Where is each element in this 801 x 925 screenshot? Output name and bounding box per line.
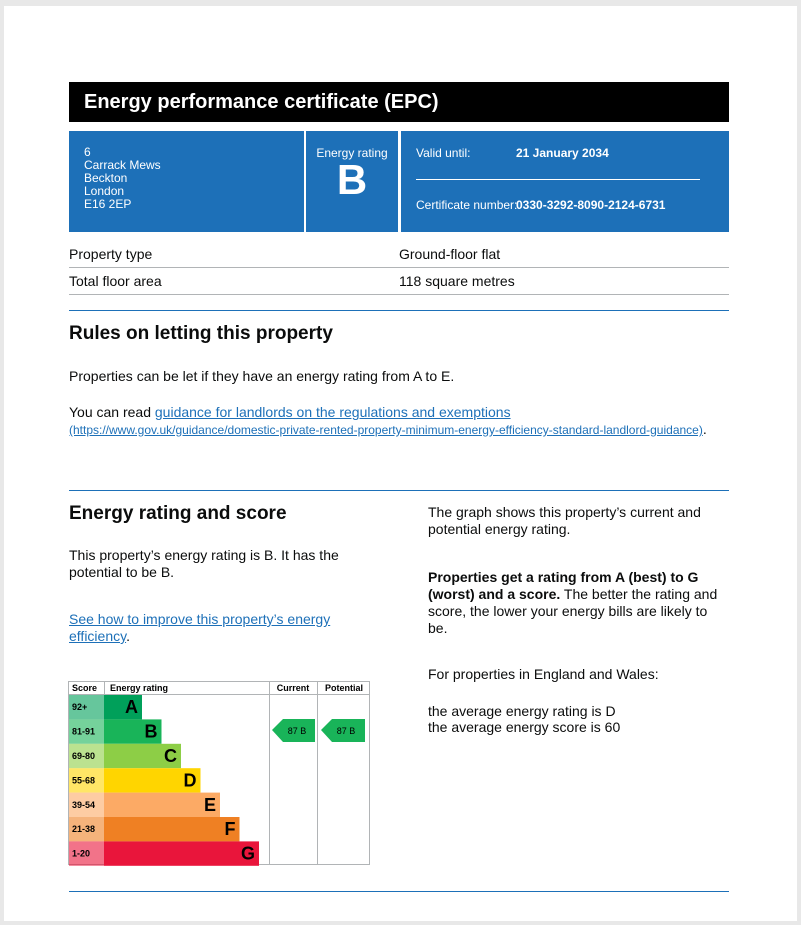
link-text[interactable]: guidance for landlords on the regulation…: [154, 404, 511, 420]
header: Score: [72, 683, 97, 693]
rule: [69, 490, 729, 491]
score-cell: [69, 695, 104, 720]
band-letter: E: [204, 795, 216, 815]
score-cell: [69, 817, 104, 842]
band-bar: [104, 719, 162, 744]
cell: Total floor area: [69, 273, 162, 289]
score-range: 92+: [72, 702, 87, 712]
score-range: 55-68: [72, 775, 95, 785]
band-bar: [104, 743, 181, 769]
score-cell: [69, 719, 104, 744]
cell: 118 square metres: [399, 273, 515, 289]
address-line: 6: [84, 145, 91, 159]
potential-arrow: [321, 719, 365, 742]
link-url[interactable]: (https://www.gov.uk/guidance/domestic-pr…: [69, 423, 703, 437]
rating-label: Energy rating: [316, 146, 388, 160]
title: Energy performance certificate (EPC): [69, 82, 729, 122]
paragraph: You can read guidance for landlords on t…: [69, 404, 729, 439]
heading: Rules on letting this property: [69, 323, 333, 344]
address-line: E16 2EP: [84, 197, 132, 211]
header: Current: [277, 683, 310, 693]
band-bar: [104, 695, 142, 720]
band-bar: [104, 792, 220, 817]
band-bar: [104, 768, 201, 793]
score-cell: [69, 743, 104, 769]
table-row: Property type Ground-floor flat: [69, 241, 729, 268]
paragraph: Properties get a rating from A (best) to…: [428, 569, 728, 637]
rating-box: Energy rating B: [306, 131, 398, 232]
band-bar: [104, 841, 259, 866]
paragraph: The graph shows this property’s current …: [428, 504, 701, 537]
current-label: 87 B: [288, 726, 307, 736]
cert-value: 0330-3292-8090-2124-6731: [516, 198, 666, 212]
heading: Energy rating and score: [69, 503, 287, 524]
address-line: Carrack Mews: [84, 158, 161, 172]
rule: [69, 310, 729, 311]
score-range: 69-80: [72, 751, 95, 761]
address: 6 Carrack Mews Beckton London E16 2EP: [69, 131, 304, 232]
table-row: Total floor area 118 square metres: [69, 268, 729, 295]
score-range: 1-20: [72, 849, 90, 859]
score-range: 39-54: [72, 800, 95, 810]
band-letter: D: [184, 770, 197, 790]
band-bar: [104, 817, 240, 842]
address-line: Beckton: [84, 171, 128, 185]
band-letter: G: [241, 844, 255, 864]
text: .: [702, 421, 707, 437]
text: You can read: [69, 404, 151, 420]
paragraph: the average energy rating is D: [428, 703, 616, 719]
paragraph: This property’s energy rating is B. It h…: [69, 547, 339, 580]
text: .: [126, 628, 130, 644]
paragraph: the average energy score is 60: [428, 719, 621, 735]
score-range: 21-38: [72, 824, 95, 834]
header: Potential: [325, 683, 363, 693]
certificate-page: Energy performance certificate (EPC) 6 C…: [4, 6, 797, 921]
text: The better the rating and score, the low…: [428, 586, 718, 636]
rating-chart: Score Energy rating Current Potential 92…: [68, 681, 370, 866]
paragraph: For properties in England and Wales:: [428, 666, 659, 682]
potential-label: 87 B: [337, 726, 356, 736]
rating-value: B: [336, 156, 368, 203]
current-arrow: [272, 719, 315, 742]
address-line: London: [84, 184, 125, 198]
cell: Ground-floor flat: [399, 246, 501, 262]
link[interactable]: See how to improve this property’s energ…: [69, 611, 331, 644]
paragraph: See how to improve this property’s energ…: [69, 611, 359, 645]
band-letter: F: [225, 819, 236, 839]
cert-label: Certificate number:: [416, 198, 518, 212]
score-cell: [69, 792, 104, 817]
valid-value: 21 January 2034: [516, 146, 609, 160]
score-range: 81-91: [72, 727, 95, 737]
band-letter: C: [164, 746, 177, 766]
paragraph: Properties can be let if they have an en…: [69, 368, 455, 384]
validity-box: Valid until: 21 January 2034 Certificate…: [401, 131, 729, 232]
band-letter: B: [145, 722, 158, 742]
valid-label: Valid until:: [416, 146, 471, 160]
link[interactable]: guidance for landlords on the regulation…: [69, 404, 703, 437]
score-cell: [69, 841, 104, 866]
rule: [69, 891, 729, 892]
bold-text: Properties get a rating from A (best) to…: [428, 569, 699, 602]
header: Energy rating: [110, 683, 168, 693]
cell: Property type: [69, 246, 153, 262]
score-cell: [69, 768, 104, 793]
band-letter: A: [125, 697, 138, 717]
divider: [416, 179, 700, 180]
